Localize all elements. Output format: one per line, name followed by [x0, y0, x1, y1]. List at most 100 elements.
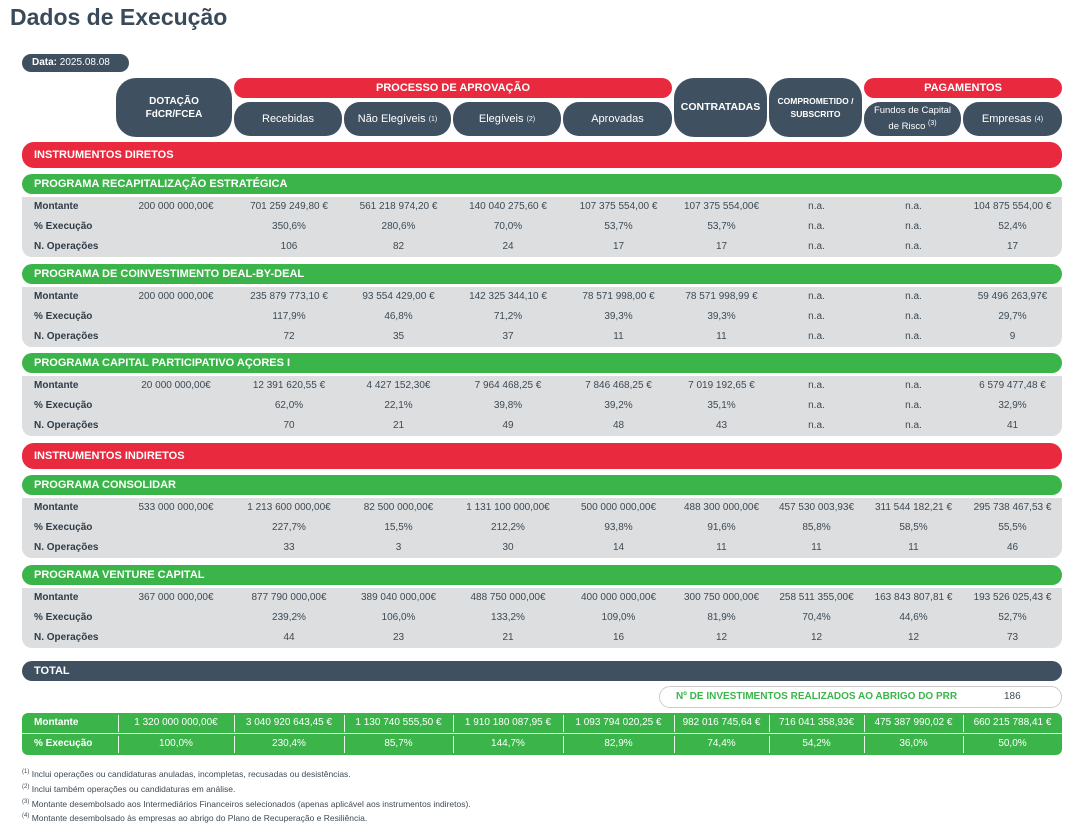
table-row-montante: Montante 200 000 000,00€ 701 259 249,80 € 5… — [22, 197, 1062, 217]
total-cell: 475 387 990,02 € — [874, 717, 953, 728]
header-comprometido-label: COMPROMETIDO / SUBSCRITO — [777, 95, 854, 119]
table-cell: 200 000 000,00€ — [138, 201, 214, 212]
column-divider — [769, 736, 770, 753]
table-cell: 72 — [283, 331, 295, 342]
table-row-execucao: % Execução 117,9% 46,8% 71,2% 39,3% 39,3% n.a.… — [22, 307, 1062, 327]
table-cell: n.a. — [808, 241, 825, 252]
table-row-execucao: % Execução 239,2% 106,0% 133,2% 109,0% 81,9% 7… — [22, 608, 1062, 628]
date-label: Data: — [32, 57, 58, 68]
table-cell: 17 — [715, 241, 728, 252]
table-cell: n.a. — [808, 380, 825, 391]
table-cell: 877 790 000,00€ — [251, 592, 327, 603]
table-cell: n.a. — [808, 400, 825, 411]
row-label: Montante — [34, 502, 79, 513]
table-cell: 20 000 000,00€ — [141, 380, 211, 391]
column-divider — [234, 736, 235, 753]
table-cell: 70,0% — [493, 221, 523, 232]
table-cell: 488 750 000,00€ — [470, 592, 546, 603]
note-marker: (3) — [928, 120, 937, 128]
note-marker: (1) — [428, 115, 438, 123]
table-cell: 46 — [1006, 542, 1019, 553]
total-cell: 230,4% — [272, 738, 306, 749]
table-cell: 73 — [1006, 632, 1019, 643]
table-cell: 17 — [612, 241, 625, 252]
table-cell: 23 — [392, 632, 405, 643]
prr-investments-box: Nº DE INVESTIMENTOS REALIZADOS AO ABRIGO… — [659, 686, 1062, 708]
header-recebidas: Recebidas — [234, 102, 342, 136]
column-divider — [453, 715, 454, 732]
table-cell: 55,5% — [998, 522, 1027, 533]
header-fundos-text: Fundos de Capital de Risco — [873, 105, 952, 133]
prr-value: 186 — [1004, 691, 1021, 702]
column-divider — [563, 715, 564, 732]
table-cell: 35 — [392, 331, 405, 342]
table-row-operacoes: N. Operações 72 35 37 11 11 n.a. n.a. 9 — [22, 327, 1062, 347]
table-cell: 500 000 000,00€ — [580, 502, 657, 513]
table-cell: 78 571 998,99 € — [685, 291, 758, 302]
table-cell: 701 259 249,80 € — [250, 201, 328, 212]
header-aprovadas-label: Aprovadas — [591, 112, 644, 125]
header-elegiveis-label: Elegíveis — [478, 112, 524, 125]
table-cell — [118, 518, 234, 538]
table-row-montante: Montante 367 000 000,00€ 877 790 000,00€ 38… — [22, 588, 1062, 608]
table-cell: 6 579 477,48 € — [979, 380, 1046, 391]
date-badge: Data: 2025.08.08 — [22, 54, 129, 72]
header-pagamentos: PAGAMENTOS — [864, 78, 1062, 98]
table-cell — [118, 416, 234, 436]
total-cell: 716 041 358,93€ — [778, 717, 855, 728]
table-cell: 33 — [283, 542, 295, 553]
header-fundos: Fundos de Capital de Risco (3) — [864, 102, 961, 136]
table-cell: 71,2% — [493, 311, 523, 322]
table-cell: 7 964 468,25 € — [474, 380, 542, 391]
footnote-marker: (2) — [22, 783, 30, 790]
total-cell: 100,0% — [159, 738, 193, 749]
program-title: PROGRAMA DE COINVESTIMENTO DEAL-BY-DEAL — [22, 264, 1062, 284]
total-cell: 144,7% — [491, 738, 525, 749]
table-cell: 311 544 182,21 € — [874, 502, 953, 513]
table-cell: 16 — [612, 632, 625, 643]
row-label: % Execução — [34, 612, 93, 623]
row-label: Montante — [34, 291, 79, 302]
table-cell: 107 375 554,00 € — [579, 201, 658, 212]
table-cell: 15,5% — [384, 522, 413, 533]
table-cell: n.a. — [905, 201, 922, 212]
table-row-execucao: % Execução 350,6% 280,6% 70,0% 53,7% 53,7% n.a… — [22, 217, 1062, 237]
column-divider — [234, 715, 235, 732]
column-divider — [344, 715, 345, 732]
table-cell: 7 846 468,25 € — [585, 380, 652, 391]
table-cell: 39,3% — [707, 311, 736, 322]
table-cell: 70,4% — [802, 612, 831, 623]
table-cell: 104 875 554,00 € — [973, 201, 1052, 212]
table-cell: 14 — [612, 542, 625, 553]
footnote-marker: (1) — [22, 769, 30, 775]
date-value: 2025.08.08 — [59, 57, 110, 68]
program-title: PROGRAMA CAPITAL PARTICIPATIVO AÇORES I — [22, 353, 1062, 373]
table-cell: n.a. — [905, 420, 922, 431]
table-cell: 4 427 152,30€ — [366, 380, 431, 391]
table-cell: 30 — [502, 542, 514, 553]
table-cell: 32,9% — [998, 400, 1027, 411]
table-cell: 48 — [612, 420, 625, 431]
column-divider — [563, 736, 564, 753]
table-cell: 7 019 192,65 € — [688, 380, 755, 391]
table-cell: 11 — [716, 542, 727, 553]
table-cell: 109,0% — [601, 612, 636, 623]
total-cell: 1 093 794 020,25 € — [575, 717, 662, 728]
program-table: Montante 367 000 000,00€ 877 790 000,00€ 38… — [22, 588, 1062, 648]
footnote-item: (1) Inclui operações ou candidaturas anu… — [22, 766, 471, 781]
table-cell: 53,7% — [604, 221, 633, 232]
table-cell: 21 — [392, 420, 405, 431]
table-cell — [118, 628, 234, 648]
table-cell: 457 530 003,93€ — [778, 502, 855, 513]
row-label: % Execução — [34, 738, 93, 749]
total-cell: 1 910 180 087,95 € — [464, 717, 552, 728]
table-cell: 9 — [1009, 331, 1016, 342]
table-cell: 117,9% — [272, 311, 306, 322]
table-cell: 142 325 344,10 € — [469, 291, 547, 302]
table-row-execucao: % Execução 62,0% 22,1% 39,8% 39,2% 35,1% n.a. n… — [22, 396, 1062, 416]
table-cell: 533 000 000,00€ — [138, 502, 214, 513]
total-table: Montante 1 320 000 000,00€ 3 040 920 643,4… — [22, 713, 1062, 755]
table-cell: 488 300 000,00€ — [683, 502, 760, 513]
table-cell: 367 000 000,00€ — [138, 592, 214, 603]
table-cell: 53,7% — [707, 221, 736, 232]
